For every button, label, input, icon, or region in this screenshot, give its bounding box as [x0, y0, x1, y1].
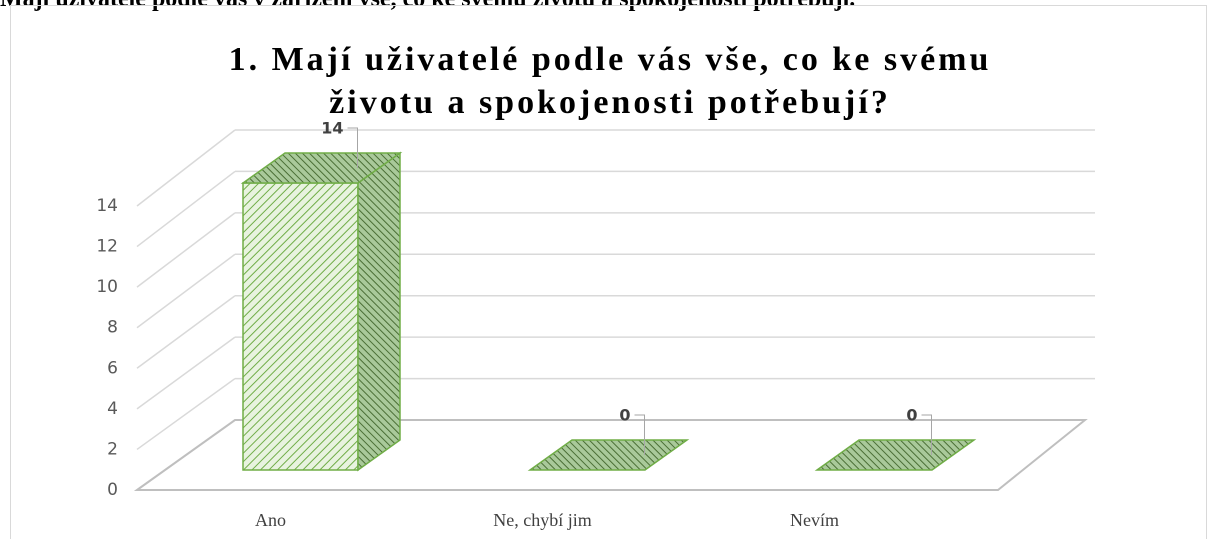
chart-title: 1. Mají uživatelé podle vás vše, co ke s… [228, 41, 992, 121]
bar-side [357, 151, 401, 472]
grid-line [136, 336, 236, 410]
grid-line [136, 295, 236, 369]
grid-line [136, 170, 236, 248]
y-tick-label: 8 [107, 318, 118, 338]
floor [133, 419, 1088, 491]
bar-top [240, 152, 403, 184]
leader-line [634, 414, 645, 455]
x-tick-label: Ano [255, 510, 286, 530]
y-tick-label: 0 [107, 480, 118, 500]
bar [527, 439, 690, 471]
data-label: 14 [321, 119, 343, 138]
bar-top [527, 439, 690, 471]
y-tick-label: 14 [96, 196, 118, 216]
y-tick-label: 4 [107, 399, 118, 419]
grid-line [136, 129, 236, 207]
x-tick-label: Ne, chybí jim [493, 510, 591, 530]
bar-top [814, 439, 977, 471]
y-tick-label: 10 [96, 277, 118, 297]
bar [240, 151, 403, 472]
grid-line [136, 253, 236, 329]
x-tick-label: Nevím [790, 510, 839, 530]
y-tick-label: 12 [96, 237, 118, 257]
y-tick-label: 6 [107, 358, 118, 378]
chart-border [10, 5, 1207, 539]
leader-line [347, 127, 358, 168]
grid-line [136, 212, 236, 288]
data-label: 0 [906, 406, 917, 425]
bar [814, 439, 977, 471]
data-label: 0 [619, 406, 630, 425]
grid-line [136, 377, 236, 451]
bar-front [242, 182, 359, 471]
y-tick-label: 2 [107, 439, 118, 459]
leader-line [921, 414, 932, 455]
